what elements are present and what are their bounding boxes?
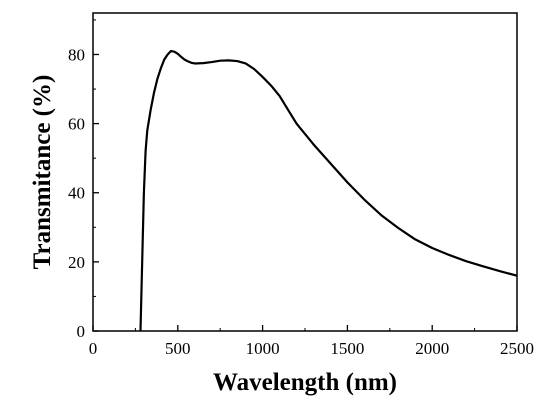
x-tick-label: 1500 — [330, 339, 364, 358]
x-tick-label: 2500 — [500, 339, 534, 358]
plot-frame — [92, 12, 518, 332]
y-tick-label: 80 — [68, 45, 85, 64]
y-tick-label: 40 — [68, 184, 85, 203]
y-tick-label: 20 — [68, 253, 85, 272]
x-tick-label: 2000 — [415, 339, 449, 358]
x-tick-label: 500 — [165, 339, 191, 358]
x-axis: 0 500 1000 1500 2000 2500 — [89, 325, 534, 358]
x-tick-label: 0 — [89, 339, 98, 358]
x-tick-label: 1000 — [246, 339, 280, 358]
x-axis-title: Wavelength (nm) — [213, 369, 397, 396]
y-axis: 0 20 40 60 80 — [68, 19, 99, 341]
transmittance-curve — [139, 49, 518, 332]
y-tick-label: 60 — [68, 115, 85, 134]
y-tick-label: 0 — [77, 322, 86, 341]
y-axis-title: Transmitance (%) — [29, 75, 56, 270]
